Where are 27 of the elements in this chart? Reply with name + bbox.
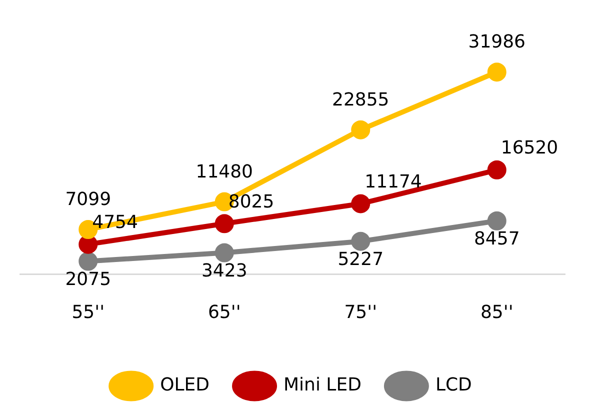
legend-label: LCD [435,374,472,396]
data-label: 11480 [196,161,254,182]
legend-label: OLED [160,374,210,396]
point [351,194,370,214]
x-tick-label: 55'' [72,302,105,323]
point [487,160,506,180]
x-tick-label: 85'' [480,302,514,323]
x-tick-label: 65'' [208,302,241,323]
data-label: 22855 [332,90,390,110]
point [78,252,98,271]
point [487,62,506,82]
data-label: 16520 [500,138,558,159]
data-label: 8457 [474,228,520,250]
legend-label: Mini LED [284,374,362,396]
data-label: 11174 [364,171,422,192]
data-label: 3423 [201,260,248,282]
point [214,243,234,262]
data-label: 5227 [338,249,384,270]
point [351,232,370,251]
data-label: 4754 [92,212,138,233]
data-label: 7099 [65,189,112,210]
point [351,120,370,140]
data-label: 31986 [468,32,526,53]
point [214,214,234,234]
data-label: 2075 [65,268,112,290]
x-tick-label: 75'' [344,302,378,323]
point [487,211,506,230]
